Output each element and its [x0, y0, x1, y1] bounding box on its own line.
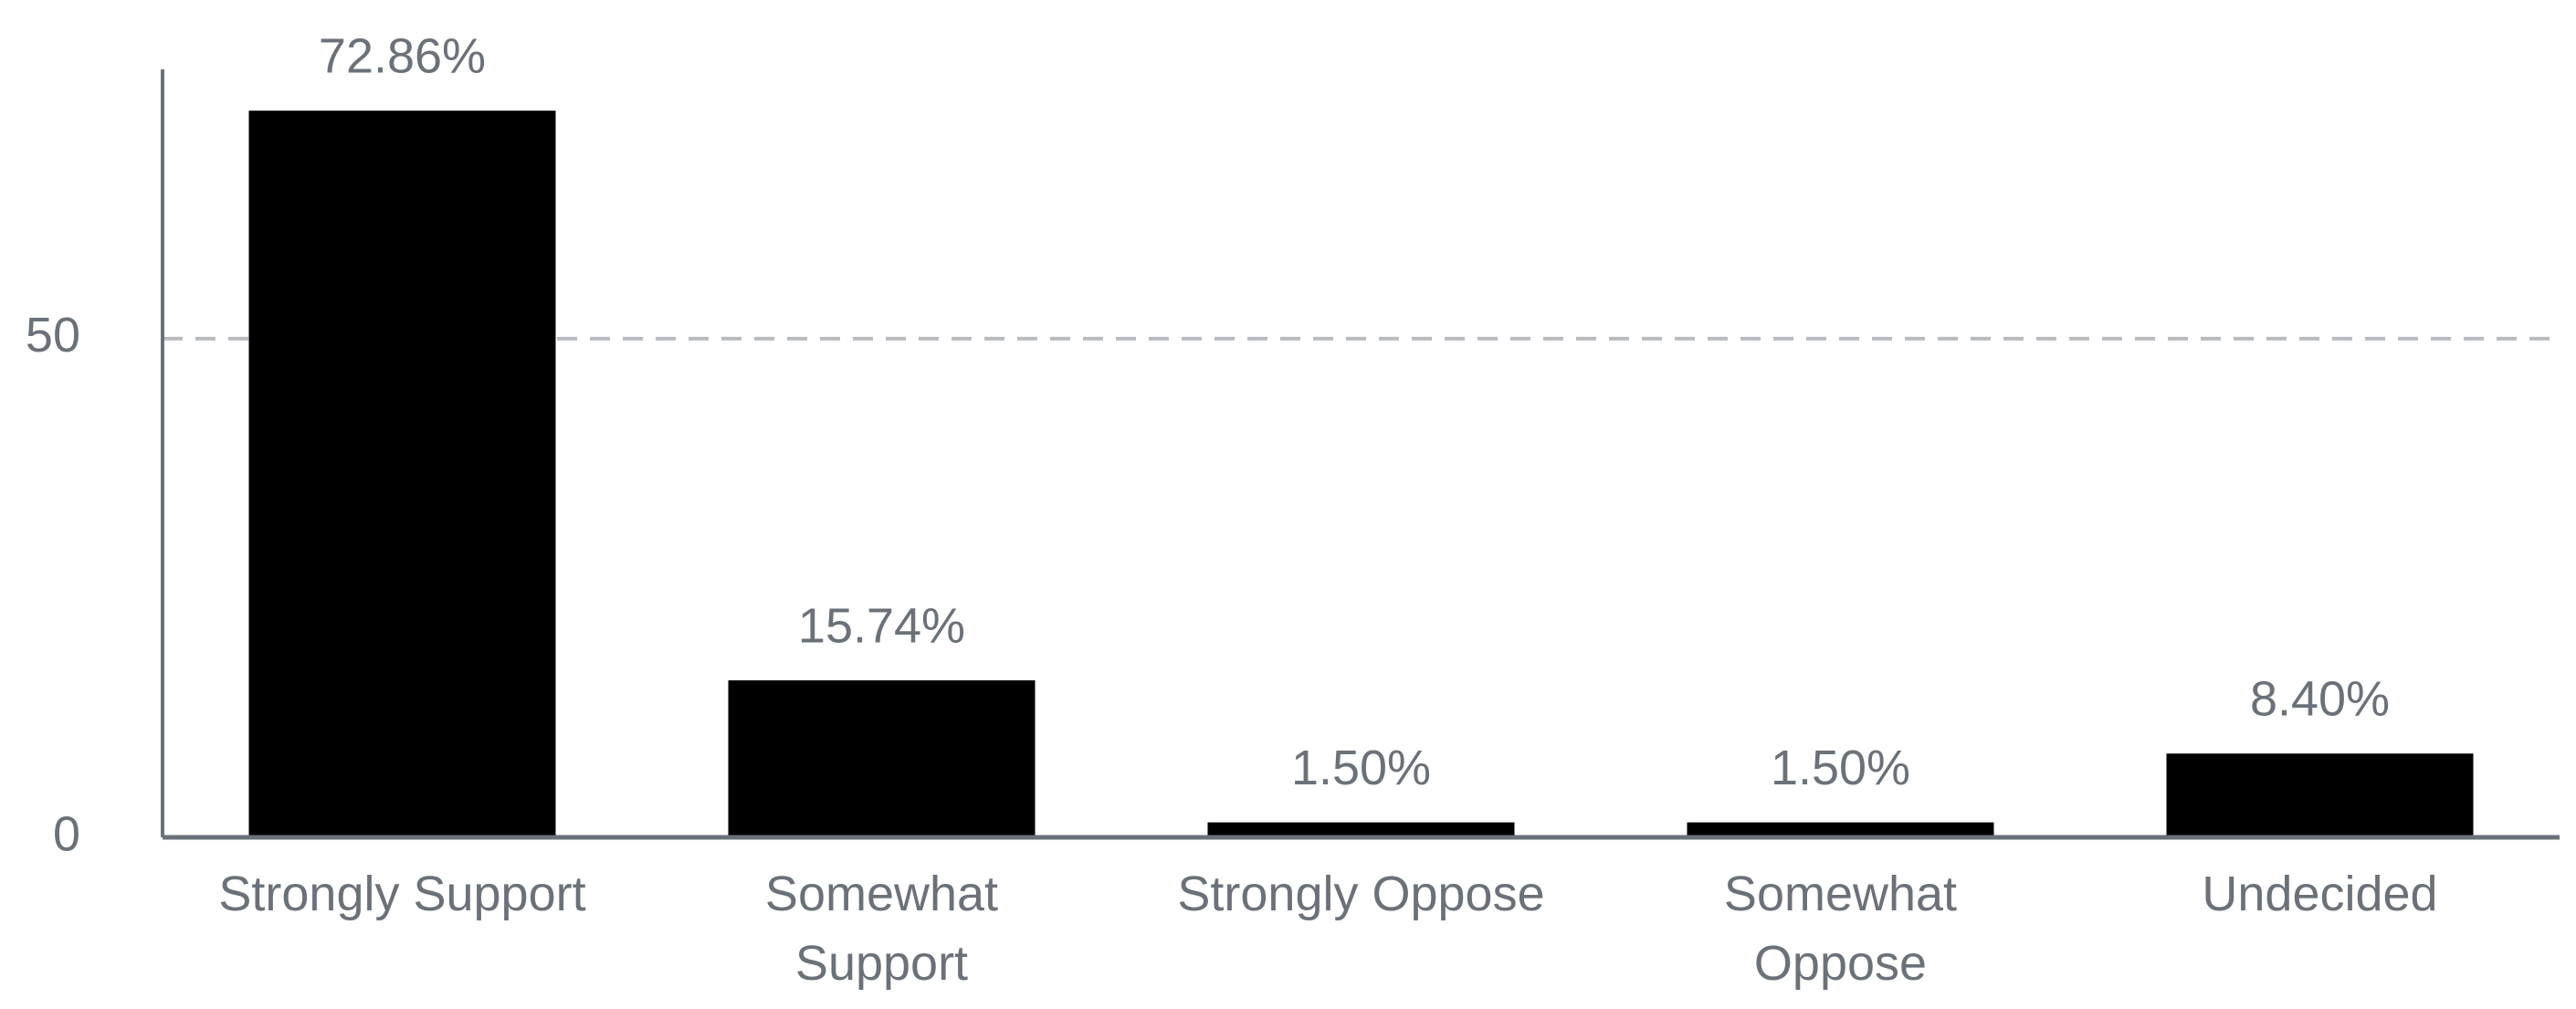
- bar: [2166, 753, 2474, 837]
- value-label: 8.40%: [2250, 672, 2390, 727]
- value-label: 72.86%: [319, 28, 486, 83]
- bar: [1687, 822, 1994, 837]
- value-label: 15.74%: [798, 598, 965, 653]
- bar: [248, 110, 556, 837]
- y-tick-label: 50: [26, 308, 80, 363]
- bar: [728, 680, 1036, 837]
- x-tick-label: Strongly Support: [218, 867, 586, 921]
- x-tick-label: Somewhat Oppose: [1723, 867, 1958, 991]
- x-tick-label: Strongly Oppose: [1177, 867, 1545, 921]
- value-label: 1.50%: [1291, 741, 1431, 795]
- value-label: 1.50%: [1771, 741, 1910, 795]
- y-tick-label: 0: [53, 806, 80, 861]
- bar: [1207, 822, 1515, 837]
- x-tick-label: Undecided: [2202, 867, 2438, 921]
- x-tick-label: Somewhat Support: [764, 867, 999, 991]
